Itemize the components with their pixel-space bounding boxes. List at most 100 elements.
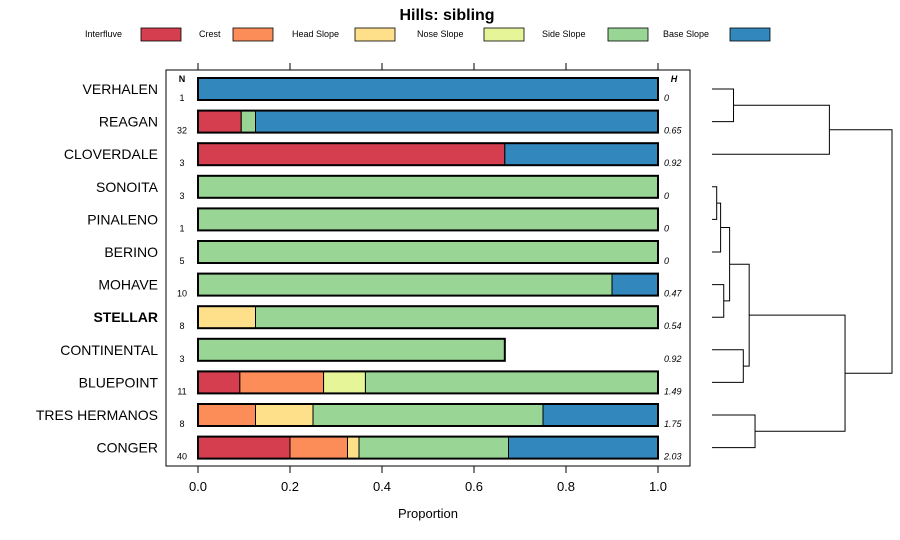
category-label: VERHALEN bbox=[83, 81, 158, 97]
legend-swatch bbox=[483, 27, 525, 42]
dendrogram-link bbox=[720, 227, 731, 302]
bar-segment bbox=[197, 403, 256, 427]
h-value: 0.65 bbox=[664, 126, 683, 136]
row: VERHALEN 1 0 bbox=[83, 77, 669, 103]
legend-swatch bbox=[140, 27, 182, 42]
category-label: REAGAN bbox=[99, 114, 158, 130]
bar-segment bbox=[197, 436, 291, 460]
row: MOHAVE 10 0.47 bbox=[98, 272, 683, 299]
h-value: 1.75 bbox=[664, 419, 683, 429]
dendrogram-link bbox=[829, 129, 893, 374]
dendrogram bbox=[712, 88, 893, 449]
bar-segment bbox=[197, 370, 241, 394]
bar-segment bbox=[508, 436, 659, 460]
h-value: 0.47 bbox=[664, 289, 683, 299]
x-tick-label: 0.6 bbox=[465, 479, 483, 494]
h-column-header: H bbox=[671, 74, 678, 84]
bar-outline bbox=[197, 77, 659, 101]
x-tick-label: 1.0 bbox=[649, 479, 667, 494]
legend-label: Interfluve bbox=[85, 29, 122, 39]
bar-segment bbox=[197, 175, 659, 199]
x-tick-label: 0.8 bbox=[557, 479, 575, 494]
bar-segment bbox=[197, 110, 242, 134]
n-value: 11 bbox=[177, 386, 186, 396]
category-label: STELLAR bbox=[93, 309, 158, 325]
n-value: 8 bbox=[179, 321, 184, 331]
dendrogram-link bbox=[712, 104, 830, 155]
h-value: 2.03 bbox=[663, 452, 682, 462]
x-tick-label: 0.2 bbox=[281, 479, 299, 494]
legend-swatch bbox=[232, 27, 274, 42]
bar-outline bbox=[197, 403, 659, 427]
bar-segment bbox=[239, 370, 325, 394]
h-value: 0 bbox=[664, 93, 669, 103]
row: CONGER 40 2.03 bbox=[97, 435, 682, 462]
n-column-header: N bbox=[179, 74, 186, 84]
n-value: 3 bbox=[179, 191, 184, 201]
legend-label: Crest bbox=[199, 29, 221, 39]
h-value: 0 bbox=[664, 256, 669, 266]
chart-title: Hills: sibling bbox=[399, 7, 494, 24]
x-tick-label: 0.4 bbox=[373, 479, 391, 494]
bar-segment bbox=[255, 110, 659, 134]
category-label: PINALENO bbox=[87, 211, 158, 227]
dendrogram-link bbox=[729, 263, 750, 367]
h-value: 0 bbox=[664, 191, 669, 201]
bar-segment bbox=[323, 370, 366, 394]
h-value: 0.92 bbox=[664, 354, 682, 364]
h-value: 0.92 bbox=[664, 158, 682, 168]
bar-segment bbox=[197, 240, 659, 264]
legend-label: Side Slope bbox=[542, 29, 586, 39]
row: STELLAR 8 0.54 bbox=[93, 305, 682, 331]
n-value: 3 bbox=[179, 158, 184, 168]
category-label: BERINO bbox=[104, 244, 158, 260]
n-value: 1 bbox=[179, 223, 184, 233]
bar-outline bbox=[197, 142, 659, 167]
legend-swatch bbox=[729, 27, 771, 42]
dendrogram-link bbox=[712, 284, 725, 318]
bar-outline bbox=[197, 240, 659, 264]
x-axis: 0.0 0.2 0.4 0.6 0.8 1.0 bbox=[189, 63, 667, 494]
x-tick-label: 0.0 bbox=[189, 479, 207, 494]
bar-segment bbox=[312, 403, 544, 427]
h-value: 0 bbox=[664, 223, 669, 233]
row: TRES HERMANOS 8 1.75 bbox=[36, 403, 683, 429]
bar-segment bbox=[197, 305, 256, 329]
n-value: 3 bbox=[179, 354, 184, 364]
row: BERINO 5 0 bbox=[104, 240, 669, 266]
bar-segment bbox=[197, 273, 613, 297]
bar-outline bbox=[197, 370, 659, 395]
bar-outline bbox=[197, 207, 659, 232]
dendrogram-link bbox=[712, 186, 718, 220]
legend-label: Head Slope bbox=[292, 29, 339, 39]
n-value: 8 bbox=[179, 419, 184, 429]
row: BLUEPOINT 11 1.49 bbox=[79, 370, 682, 396]
bar-segment bbox=[197, 142, 506, 166]
bar-segment bbox=[255, 403, 314, 427]
legend-label: Base Slope bbox=[663, 29, 709, 39]
dendrogram-link bbox=[712, 88, 735, 123]
legend-label: Nose Slope bbox=[417, 29, 464, 39]
n-value: 32 bbox=[177, 126, 187, 136]
bar-segment bbox=[504, 142, 659, 166]
h-value: 0.54 bbox=[664, 321, 682, 331]
row: REAGAN 32 0.65 bbox=[99, 109, 683, 136]
row: SONOITA 3 0 bbox=[96, 174, 669, 201]
bar-segment bbox=[364, 370, 659, 394]
legend-swatch bbox=[607, 27, 649, 42]
bar-segment bbox=[542, 403, 659, 427]
row: PINALENO 1 0 bbox=[87, 207, 669, 233]
category-label: BLUEPOINT bbox=[79, 374, 159, 390]
category-label: CONGER bbox=[97, 440, 158, 456]
bar-outline bbox=[197, 337, 506, 362]
bar-segment bbox=[289, 436, 348, 460]
bar-outline bbox=[197, 109, 659, 134]
bar-segment bbox=[197, 207, 659, 231]
plot-frame bbox=[165, 69, 691, 467]
n-value: 10 bbox=[177, 289, 187, 299]
bar-outline bbox=[197, 272, 659, 297]
category-label: CONTINENTAL bbox=[60, 342, 158, 358]
bar-outline bbox=[197, 435, 659, 460]
